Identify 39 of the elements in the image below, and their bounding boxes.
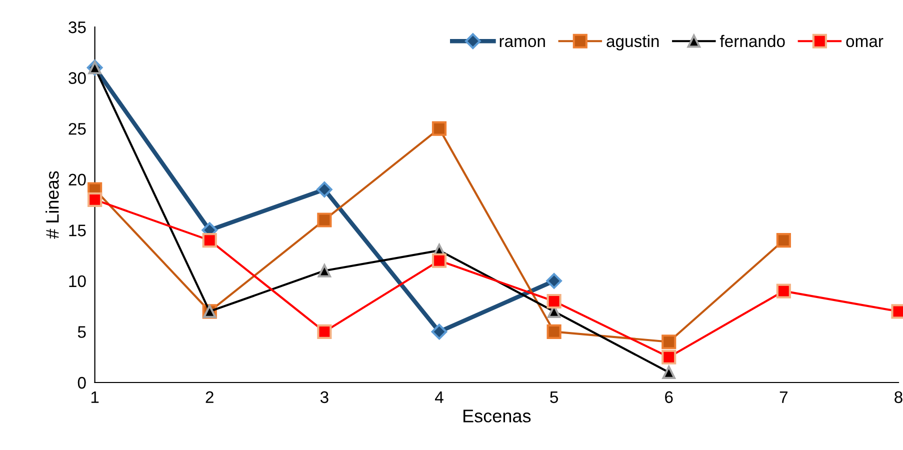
y-tick-label: 0 [78,376,86,389]
point [546,324,562,340]
point [202,233,217,248]
point [662,334,676,350]
y-tick-label: 35 [68,21,86,34]
point [546,273,562,289]
point [318,264,332,278]
x-tick-label: 8 [894,391,902,404]
x-tick-label: 4 [434,391,444,403]
x-tick-label: 7 [780,391,788,403]
y-tick-label: 5 [78,326,86,338]
x-tick-label: 3 [320,391,328,404]
x-tick-label: 5 [550,391,558,404]
point [432,253,447,268]
point [431,324,448,340]
legend-label: fernando [720,34,785,48]
point [662,350,676,364]
y-tick-label: 15 [69,224,86,236]
x-axis-title: Escenas [464,410,531,422]
y-tick-label: 20 [68,174,86,186]
x-tick-label: 2 [206,391,214,403]
point [662,366,676,379]
point [432,121,447,136]
x-tick-label: 6 [665,391,673,404]
point [316,182,332,198]
point [776,233,791,248]
point [546,294,562,309]
y-tick-label: 30 [68,72,86,84]
y-axis-title: # Lineas [46,171,59,239]
point [317,212,332,228]
point [776,284,791,298]
y-tick-label: 25 [68,122,86,135]
x-tick-label: 1 [91,391,99,403]
point [88,192,102,207]
point [317,324,332,340]
legend-label: agustin [606,34,659,50]
y-tick-label: 10 [69,275,86,288]
legend-label: omar [846,38,884,48]
legend-label: ramon [500,38,545,48]
